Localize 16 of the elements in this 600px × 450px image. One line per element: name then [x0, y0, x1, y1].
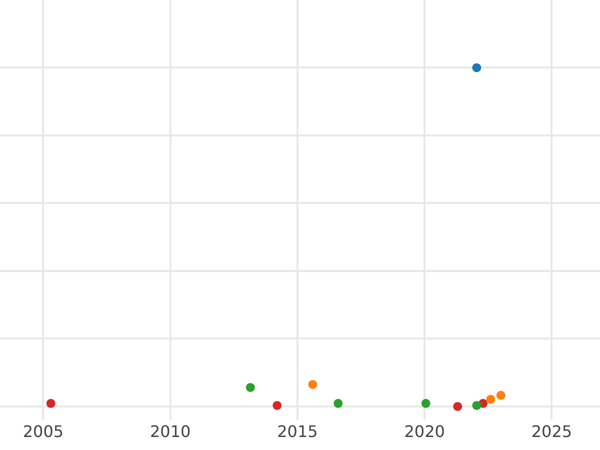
point: [472, 400, 482, 410]
point: [308, 380, 318, 389]
point: [421, 398, 430, 408]
x-tick-label: 2005: [22, 422, 64, 441]
point: [472, 63, 482, 72]
point: [496, 390, 506, 400]
x-tick-label: 2010: [150, 422, 191, 441]
point: [453, 402, 462, 411]
x-tick-label: 2020: [404, 422, 445, 441]
point: [246, 382, 255, 392]
point: [334, 398, 343, 408]
x-tick-label: 2015: [277, 422, 318, 441]
point: [46, 398, 56, 408]
x-tick-label: 2025: [531, 422, 572, 441]
point: [272, 400, 282, 410]
point: [486, 394, 496, 404]
